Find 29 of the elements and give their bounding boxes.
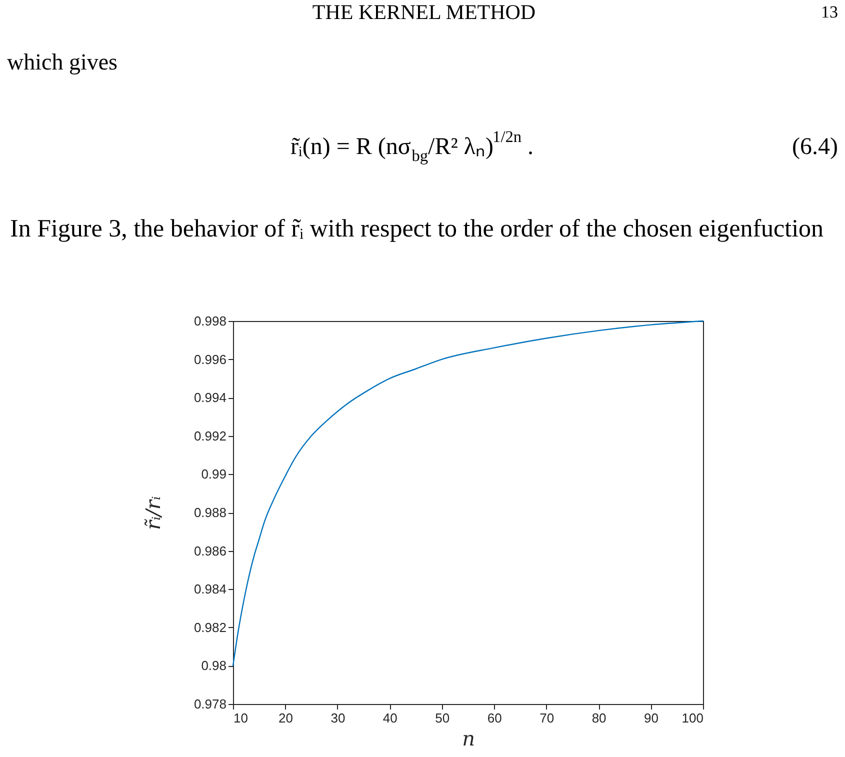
y-tick-label: 0.98 <box>201 658 226 674</box>
text: THE KERNEL METHOD <box>312 0 536 24</box>
x-tick-label: 60 <box>487 710 502 726</box>
x-tick-label: 80 <box>592 710 606 726</box>
x-tick-label: 10 <box>234 710 248 726</box>
y-tick-label: 0.992 <box>194 428 226 444</box>
y-tick-label: 0.986 <box>194 543 226 558</box>
x-tick-label: 90 <box>644 710 659 726</box>
x-tick-label: 40 <box>382 710 398 726</box>
x-tick-label: 50 <box>435 710 450 726</box>
y-tick-label: 0.99 <box>201 466 226 482</box>
y-tick-label: 0.978 <box>194 696 226 712</box>
text: which gives <box>7 50 118 75</box>
text: In Figure 3, the behavior of r̃ᵢ with respect to the order of the chosen eigenfuction <box>10 215 824 242</box>
y-tick-label: 0.984 <box>194 582 226 597</box>
x-tick-label: 70 <box>540 710 554 726</box>
x-axis-title: n <box>462 726 475 750</box>
y-tick-label: 0.996 <box>194 352 226 367</box>
y-tick-label: 0.998 <box>194 314 226 328</box>
x-tick-label: 30 <box>330 710 346 726</box>
y-tick-label: 0.988 <box>194 505 226 520</box>
y-axis-title: r̃ᵢ/rᵢ <box>140 496 165 530</box>
x-tick-label: 20 <box>278 710 293 726</box>
text: (6.4) <box>792 134 838 160</box>
y-tick-label: 0.994 <box>194 390 226 406</box>
line-series <box>232 320 704 666</box>
y-tick-label: 0.982 <box>194 620 226 635</box>
x-tick-label: 100 <box>682 710 704 726</box>
text: 13 <box>821 2 838 22</box>
